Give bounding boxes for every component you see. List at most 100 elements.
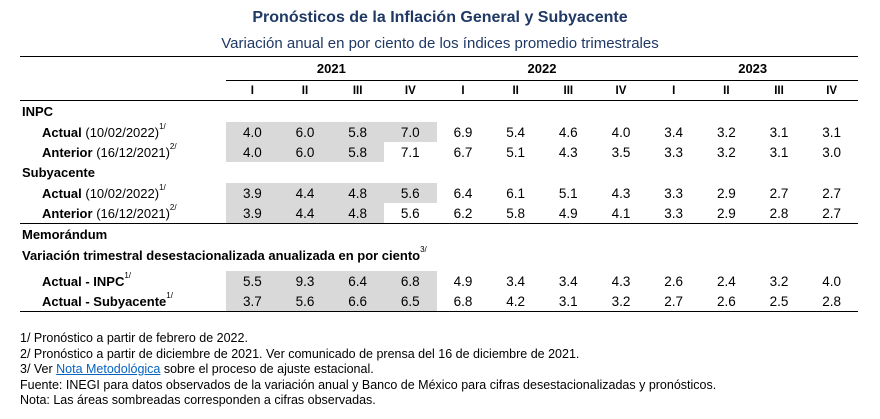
- table-cell: 4.3: [611, 185, 631, 201]
- table-cell: 3.7: [226, 291, 279, 312]
- table-cell: 3.3: [647, 203, 700, 224]
- table-cell: 5.1: [506, 144, 526, 160]
- quarter-header: I: [436, 80, 490, 101]
- row-label: Actual (10/02/2022)1/: [42, 182, 166, 201]
- table-cell: 2.7: [769, 185, 789, 201]
- nota-metodologica-link[interactable]: Nota Metodológica: [56, 362, 161, 377]
- table-cell: 6.6: [331, 291, 384, 312]
- quarter-header: III: [541, 80, 595, 101]
- row-label: Actual (10/02/2022)1/: [42, 121, 166, 140]
- table-cell: 3.3: [664, 144, 684, 160]
- table-cell: 4.4: [278, 183, 332, 203]
- table-cell: 6.4: [331, 271, 384, 291]
- table-cell: 3.5: [611, 144, 631, 160]
- table-cell: 9.3: [278, 271, 332, 291]
- table-row: Actual (10/02/2022)1/4.0 6.0 5.8 7.0 6.9 5.4 4…: [20, 122, 858, 142]
- table-cell: 7.1: [400, 144, 420, 160]
- header-blank: [20, 56, 226, 81]
- row-label: Actual - Subyacente1/: [20, 291, 226, 312]
- table-cell: 3.4: [664, 124, 684, 140]
- table-cell: 5.4: [506, 124, 526, 140]
- table-cell: 3.9: [226, 203, 279, 224]
- footnote-fuente: Fuente: INEGI para datos observados de l…: [20, 377, 717, 392]
- footnote-1: 1/ Pronóstico a partir de febrero de 202…: [20, 331, 248, 345]
- table-cell: 6.5: [383, 291, 437, 312]
- table-cell: 2.6: [664, 273, 684, 289]
- table-row: Actual (10/02/2022)1/3.9 4.4 4.8 5.6 6.4 6.1 5…: [20, 183, 858, 203]
- table-cell: 3.1: [822, 124, 842, 140]
- row-label: Actual - INPC1/: [42, 270, 132, 289]
- table-cell: 2.4: [716, 273, 736, 289]
- table-cell: 5.6: [278, 291, 332, 312]
- table-cell: 4.1: [594, 203, 648, 224]
- section-inpc: INPC: [22, 104, 54, 119]
- table-cell: 6.9: [453, 124, 473, 140]
- section-memorandum: Memorándum: [22, 227, 108, 242]
- table-cell: 3.1: [769, 144, 789, 160]
- table-cell: 2.7: [805, 203, 859, 224]
- footnotes: 1/ Pronóstico a partir de febrero de 202…: [20, 331, 716, 409]
- table-cell: 3.2: [594, 291, 648, 312]
- table-cell: 4.4: [278, 203, 332, 224]
- table-row: Anterior (16/12/2021)2/3.9 4.4 4.8 5.6 6.2 5.…: [20, 203, 859, 224]
- table-cell: 3.1: [541, 291, 595, 312]
- year-2023: 2023: [647, 56, 859, 81]
- table-cell: 6.4: [453, 185, 473, 201]
- forecast-table: 2021 2022 2023 I II III IV I II III IV I…: [20, 56, 859, 312]
- table-cell: 2.7: [647, 291, 700, 312]
- quarter-header: III: [331, 80, 384, 101]
- quarter-header: IV: [383, 80, 437, 101]
- footnote-2: 2/ Pronóstico a partir de diciembre de 2…: [20, 346, 580, 361]
- footnote-nota: Nota: Las áreas sombreadas corresponden …: [20, 393, 376, 408]
- table-cell: 3.9: [226, 183, 279, 203]
- table-cell: 4.6: [558, 124, 578, 140]
- table-cell: 4.3: [611, 273, 631, 289]
- table-cell: 3.0: [822, 144, 842, 160]
- table-cell: 6.7: [453, 144, 473, 160]
- section-variacion: Variación trimestral desestacionalizada …: [22, 245, 427, 263]
- table-cell: 6.2: [436, 203, 490, 224]
- table-cell: 7.0: [383, 122, 437, 142]
- table-cell: 5.6: [383, 203, 437, 224]
- table-cell: 3.1: [769, 124, 789, 140]
- table-cell: 2.8: [752, 203, 806, 224]
- table-cell: 2.8: [805, 291, 859, 312]
- table-cell: 4.0: [226, 122, 279, 142]
- table-cell: 5.1: [558, 185, 578, 201]
- table-row: Anterior (16/12/2021)2/4.0 6.0 5.8 7.1 6.7 5.…: [20, 142, 858, 162]
- table-row: Actual - INPC1/5.5 9.3 6.4 6.8 4.9 3.4 3.4 4.3 2…: [20, 271, 858, 291]
- quarter-header: I: [226, 80, 279, 101]
- footnote-3: 3/ Ver Nota Metodológica sobre el proces…: [20, 362, 374, 377]
- quarter-header: III: [752, 80, 806, 101]
- year-2021: 2021: [226, 56, 437, 81]
- row-label: Anterior (16/12/2021)2/: [42, 141, 177, 160]
- table-cell: 3.2: [769, 273, 789, 289]
- table-cell: 6.8: [436, 291, 490, 312]
- table-cell: 3.4: [558, 273, 578, 289]
- table-cell: 2.6: [700, 291, 753, 312]
- table-cell: 4.0: [611, 124, 631, 140]
- table-cell: 2.9: [700, 203, 753, 224]
- year-2022: 2022: [436, 56, 648, 81]
- page-title: Pronósticos de la Inflación General y Su…: [252, 9, 628, 26]
- table-cell: 6.8: [383, 271, 437, 291]
- table-cell: 5.8: [331, 142, 384, 162]
- table-cell: 4.3: [558, 144, 578, 160]
- table-cell: 2.9: [716, 185, 736, 201]
- table-cell: 3.2: [716, 144, 736, 160]
- table-cell: 4.9: [541, 203, 595, 224]
- table-cell: 3.3: [664, 185, 684, 201]
- table-cell: 2.5: [752, 291, 806, 312]
- table-row: Actual - Subyacente1/3.7 5.6 6.6 6.5 6.8 4.2 3…: [20, 291, 859, 312]
- section-subyacente: Subyacente: [22, 165, 95, 180]
- table-cell: 4.8: [331, 203, 384, 224]
- page-subtitle: Variación anual en por ciento de los índ…: [221, 35, 659, 52]
- table-cell: 6.0: [278, 122, 332, 142]
- table-cell: 5.8: [331, 122, 384, 142]
- table-cell: 4.9: [453, 273, 473, 289]
- table-cell: 4.2: [489, 291, 542, 312]
- table-cell: 6.1: [506, 185, 526, 201]
- row-label: Anterior (16/12/2021)2/: [20, 203, 226, 224]
- table-cell: 3.4: [506, 273, 526, 289]
- table-cell: 4.0: [822, 273, 842, 289]
